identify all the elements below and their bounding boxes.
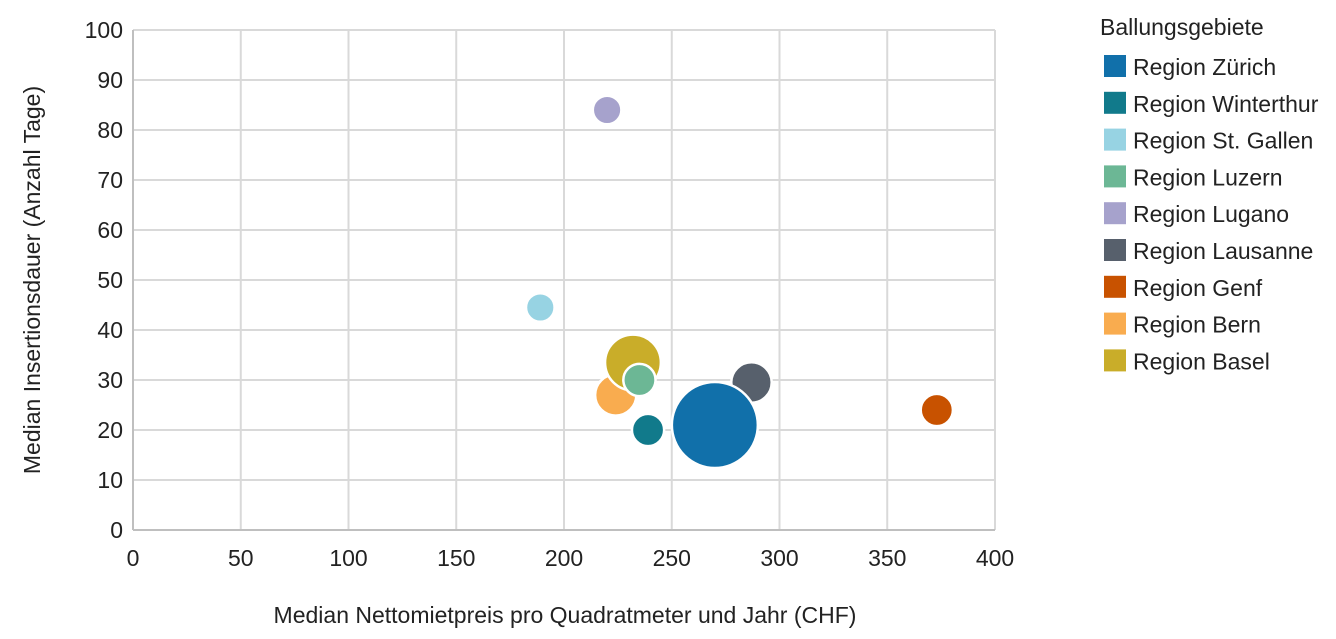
x-tick-label: 300	[760, 545, 798, 571]
y-tick-label: 60	[97, 217, 123, 243]
legend-swatch	[1104, 275, 1126, 298]
x-axis-label: Median Nettomietpreis pro Quadratmeter u…	[274, 602, 857, 628]
y-axis-label: Median Insertionsdauer (Anzahl Tage)	[19, 86, 45, 474]
legend-label: Region Winterthur	[1133, 91, 1319, 117]
legend-items: Region Zürich Region Winterthur Region St.…	[1104, 54, 1319, 374]
legend-swatch	[1104, 312, 1126, 335]
x-tick-label: 100	[329, 545, 367, 571]
legend-label: Region St. Gallen	[1133, 128, 1313, 154]
y-tick-label: 100	[85, 17, 123, 43]
bubble-region-genf	[919, 392, 955, 428]
legend-swatch	[1104, 349, 1126, 372]
bubble-region-winterthur	[630, 412, 666, 448]
x-tick-label: 200	[545, 545, 583, 571]
x-tick-label: 400	[976, 545, 1014, 571]
bubbles	[524, 94, 955, 470]
legend-swatch	[1104, 128, 1126, 151]
y-tick-label: 10	[97, 467, 123, 493]
y-tick-label: 40	[97, 317, 123, 343]
x-tick-label: 150	[437, 545, 475, 571]
y-tick-label: 80	[97, 117, 123, 143]
x-tick-label: 250	[653, 545, 691, 571]
y-tick-label: 90	[97, 67, 123, 93]
bubble-region-st-gallen	[524, 291, 556, 324]
x-tick-label: 0	[127, 545, 140, 571]
legend-label: Region Basel	[1133, 348, 1270, 374]
legend: Ballungsgebiete Region Zürich Region Wint…	[1100, 14, 1319, 374]
y-tick-label: 20	[97, 417, 123, 443]
y-tick-label: 50	[97, 267, 123, 293]
axes: 0 10 20 30 40 50 60 70 80 90 100 0 50 100 150 200 250 300…	[85, 17, 1015, 571]
bubble-region-lugano	[591, 94, 623, 126]
y-tick-label: 0	[110, 517, 123, 543]
legend-title: Ballungsgebiete	[1100, 14, 1264, 40]
legend-swatch	[1104, 165, 1126, 188]
legend-label: Region Zürich	[1133, 54, 1276, 80]
legend-swatch	[1104, 55, 1126, 77]
legend-label: Region Lausanne	[1133, 238, 1313, 264]
legend-label: Region Lugano	[1133, 201, 1289, 227]
bubble-region-luzern	[622, 362, 657, 398]
y-tick-label: 30	[97, 367, 123, 393]
legend-label: Region Luzern	[1133, 164, 1283, 190]
bubble-region-zurich	[670, 380, 760, 470]
x-tick-label: 350	[868, 545, 906, 571]
y-tick-label: 70	[97, 167, 123, 193]
legend-swatch	[1104, 239, 1126, 261]
legend-label: Region Bern	[1133, 312, 1261, 338]
x-tick-label: 50	[228, 545, 254, 571]
legend-label: Region Genf	[1133, 275, 1263, 301]
legend-swatch	[1104, 91, 1126, 114]
grid	[133, 29, 996, 530]
legend-swatch	[1104, 202, 1126, 225]
